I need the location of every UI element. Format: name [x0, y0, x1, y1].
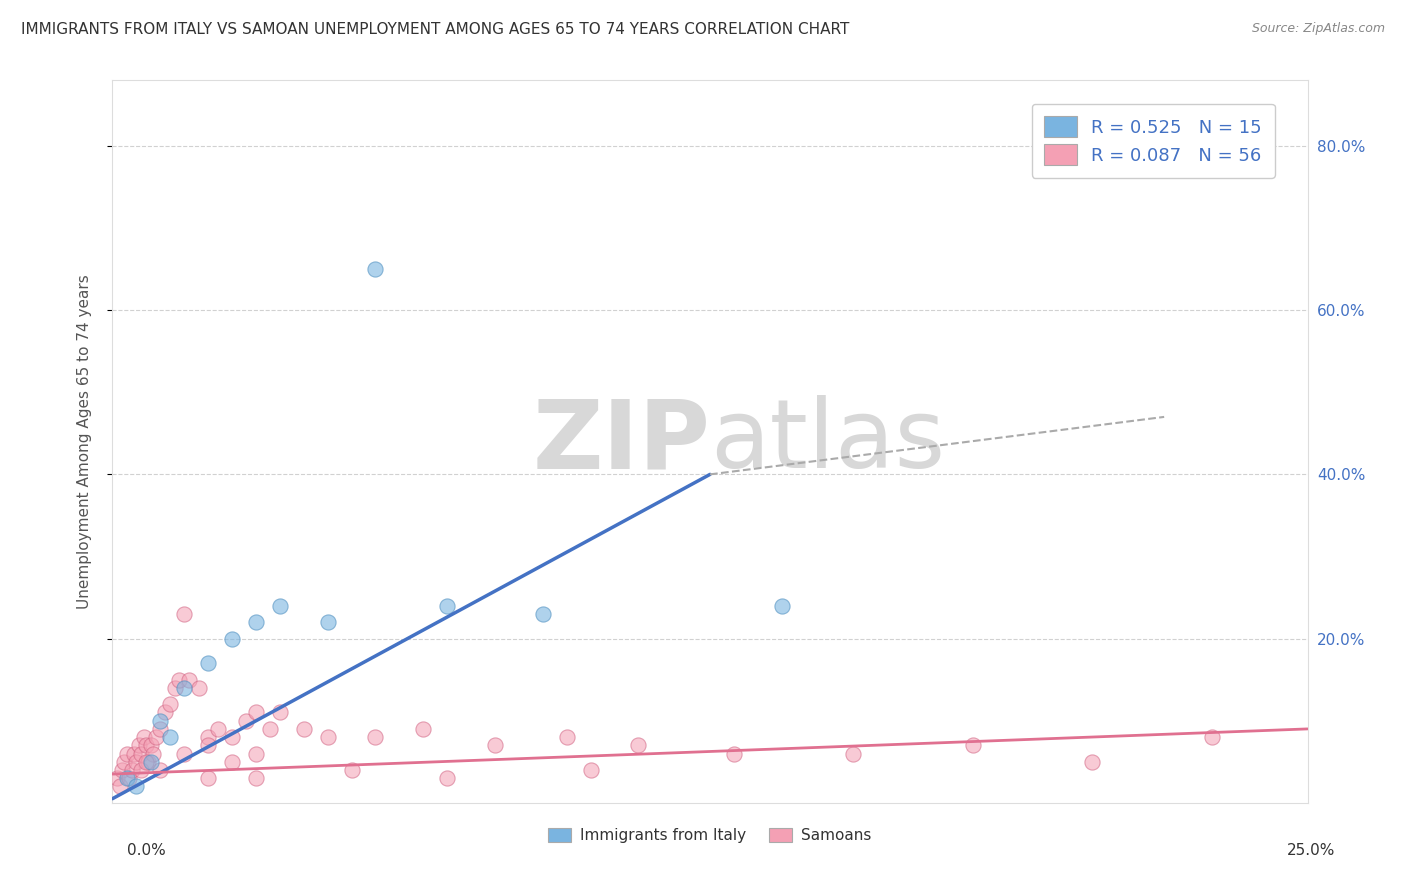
Point — [436, 599, 458, 613]
Point — [111, 763, 134, 777]
Point — [221, 730, 243, 744]
Point — [149, 763, 172, 777]
Point — [132, 730, 155, 744]
Point — [115, 747, 138, 761]
Point — [770, 599, 793, 613]
Point — [235, 714, 257, 728]
Point — [292, 722, 315, 736]
Point — [129, 763, 152, 777]
Point — [436, 771, 458, 785]
Point — [316, 730, 339, 744]
Point — [484, 739, 506, 753]
Point — [842, 747, 865, 761]
Point — [197, 657, 219, 671]
Point — [129, 747, 152, 761]
Point — [245, 747, 267, 761]
Point — [579, 763, 602, 777]
Point — [135, 755, 157, 769]
Point — [412, 722, 434, 736]
Point — [153, 706, 176, 720]
Text: Source: ZipAtlas.com: Source: ZipAtlas.com — [1251, 22, 1385, 36]
Point — [197, 730, 219, 744]
Point — [142, 747, 165, 761]
Text: ZIP: ZIP — [531, 395, 710, 488]
Point — [364, 730, 387, 744]
Point — [259, 722, 281, 736]
Point — [125, 780, 148, 794]
Point — [245, 615, 267, 630]
Point — [135, 739, 157, 753]
Point — [115, 771, 138, 785]
Point — [173, 681, 195, 695]
Point — [163, 681, 186, 695]
Y-axis label: Unemployment Among Ages 65 to 74 years: Unemployment Among Ages 65 to 74 years — [77, 274, 91, 609]
Point — [114, 755, 135, 769]
Point — [159, 730, 181, 744]
Point — [177, 673, 200, 687]
Point — [245, 706, 267, 720]
Point — [1081, 755, 1104, 769]
Point — [555, 730, 578, 744]
Point — [173, 747, 195, 761]
Point — [1201, 730, 1223, 744]
Point — [105, 771, 128, 785]
Point — [269, 599, 291, 613]
Point — [149, 722, 172, 736]
Text: IMMIGRANTS FROM ITALY VS SAMOAN UNEMPLOYMENT AMONG AGES 65 TO 74 YEARS CORRELATI: IMMIGRANTS FROM ITALY VS SAMOAN UNEMPLOY… — [21, 22, 849, 37]
Point — [108, 780, 131, 794]
Point — [139, 755, 162, 769]
Point — [962, 739, 984, 753]
Point — [221, 755, 243, 769]
Point — [118, 771, 141, 785]
Point — [138, 755, 160, 769]
Point — [125, 755, 148, 769]
Point — [245, 771, 267, 785]
Point — [207, 722, 229, 736]
Point — [145, 730, 167, 744]
Point — [128, 739, 150, 753]
Point — [627, 739, 650, 753]
Point — [159, 698, 181, 712]
Point — [122, 747, 145, 761]
Text: 0.0%: 0.0% — [127, 843, 166, 858]
Point — [197, 771, 219, 785]
Point — [149, 714, 172, 728]
Point — [169, 673, 191, 687]
Point — [187, 681, 209, 695]
Point — [340, 763, 363, 777]
Point — [723, 747, 745, 761]
Text: atlas: atlas — [710, 395, 945, 488]
Text: 25.0%: 25.0% — [1288, 843, 1336, 858]
Legend: Immigrants from Italy, Samoans: Immigrants from Italy, Samoans — [543, 822, 877, 849]
Point — [364, 262, 387, 277]
Point — [316, 615, 339, 630]
Point — [221, 632, 243, 646]
Point — [173, 607, 195, 621]
Point — [269, 706, 291, 720]
Point — [531, 607, 554, 621]
Point — [139, 739, 162, 753]
Point — [121, 763, 143, 777]
Point — [197, 739, 219, 753]
